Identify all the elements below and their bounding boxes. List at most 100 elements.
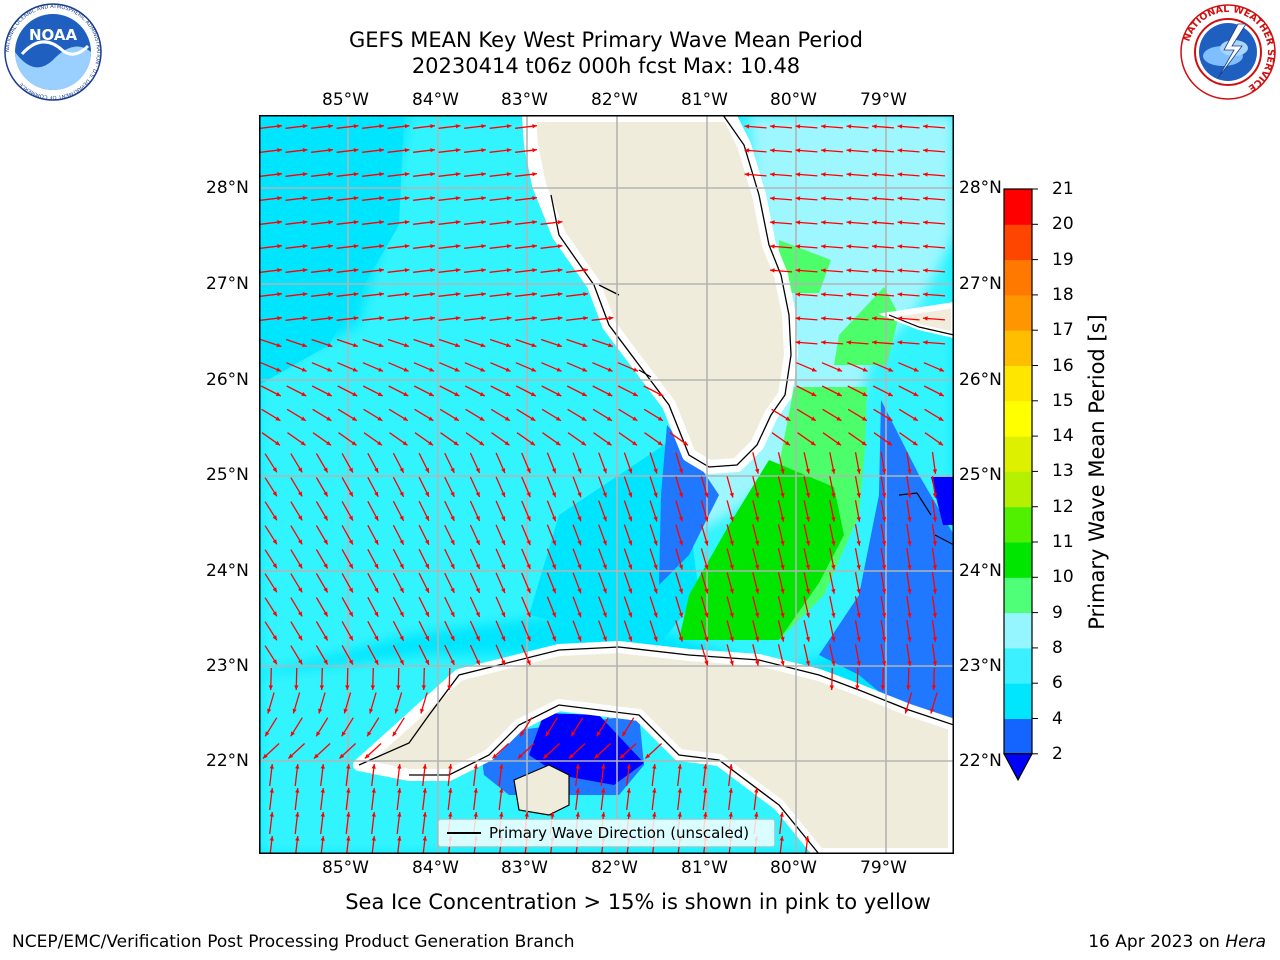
wave-arrow-head bbox=[846, 148, 852, 153]
wave-arrow-head bbox=[805, 836, 810, 841]
wave-arrow-head bbox=[455, 148, 461, 153]
wave-arrow-head bbox=[374, 491, 379, 497]
wave-arrow-head bbox=[532, 220, 537, 225]
wave-arrow-head bbox=[404, 172, 410, 177]
wave-arrow-head bbox=[744, 172, 750, 177]
map-legend: Primary Wave Direction (unscaled) bbox=[438, 819, 775, 847]
wave-arrow-head bbox=[678, 492, 683, 498]
wave-arrow-head bbox=[555, 441, 561, 446]
wave-arrow-head bbox=[504, 441, 510, 446]
wave-arrow-head bbox=[532, 148, 537, 153]
wave-arrow-head bbox=[923, 220, 928, 225]
wave-arrow-head bbox=[704, 660, 709, 666]
wave-arrow-head bbox=[348, 515, 353, 521]
wave-arrow-head bbox=[501, 612, 506, 618]
wave-arrow-head bbox=[582, 367, 588, 372]
colorbar-tick-label: 6 bbox=[1052, 673, 1063, 694]
wave-arrow-head bbox=[932, 469, 937, 474]
wave-arrow-head bbox=[475, 636, 480, 641]
wave-arrow-head bbox=[353, 268, 359, 273]
lon-label-bottom: 82°W bbox=[591, 858, 638, 878]
wave-arrow-head bbox=[298, 611, 303, 617]
wave-arrow-head bbox=[313, 753, 319, 759]
wave-arrow-head bbox=[425, 467, 429, 473]
wave-arrow-head bbox=[608, 343, 613, 348]
colorbar-tick-label: 19 bbox=[1052, 249, 1074, 270]
wave-arrow-head bbox=[399, 467, 404, 473]
band-lt2-cuba bbox=[529, 713, 644, 785]
lat-label-right: 25°N bbox=[959, 465, 1002, 485]
colorbar-tick-label: 17 bbox=[1052, 320, 1074, 341]
wave-arrow-head bbox=[351, 441, 357, 446]
wave-arrow-head bbox=[302, 343, 307, 348]
wave-arrow-head bbox=[377, 441, 382, 446]
wave-arrow-head bbox=[532, 292, 537, 297]
lat-label-left: 23°N bbox=[206, 656, 249, 676]
wave-arrow-head bbox=[374, 659, 379, 665]
wave-arrow-head bbox=[805, 636, 810, 642]
wave-arrow-head bbox=[295, 788, 300, 793]
wave-arrow-head bbox=[402, 416, 408, 421]
wave-arrow-head bbox=[352, 392, 358, 396]
wave-arrow-head bbox=[557, 316, 563, 321]
wave-arrow-head bbox=[343, 708, 348, 714]
wave-arrow-head bbox=[831, 588, 836, 594]
map-subtitle: 20230414 t06z 000h fcst Max: 10.48 bbox=[411, 54, 801, 78]
wave-arrow-head bbox=[353, 343, 358, 348]
wave-arrow-head bbox=[577, 492, 582, 498]
band-9-10-b bbox=[834, 287, 899, 365]
wave-arrow-head bbox=[430, 244, 435, 249]
wave-arrow-head bbox=[453, 441, 459, 446]
wave-arrow-head bbox=[455, 220, 461, 225]
lon-label-top: 80°W bbox=[770, 90, 817, 110]
wave-arrow-head bbox=[501, 660, 506, 666]
wave-arrow-head bbox=[399, 491, 404, 497]
wave-arrow-head bbox=[582, 343, 588, 348]
wave-arrow-head bbox=[272, 563, 277, 569]
wave-arrow-head bbox=[294, 685, 299, 690]
wave-arrow-head bbox=[353, 292, 359, 297]
wave-arrow-head bbox=[795, 124, 801, 129]
wave-arrow-head bbox=[277, 172, 282, 177]
wave-arrow-head bbox=[653, 564, 658, 570]
wave-arrow-head bbox=[907, 637, 912, 642]
wave-arrow-head bbox=[780, 636, 785, 642]
wave-arrow-head bbox=[425, 563, 429, 569]
wave-arrow-head bbox=[805, 588, 810, 594]
wave-arrow-head bbox=[881, 637, 887, 642]
wave-arrow-head bbox=[557, 268, 563, 273]
wave-arrow-head bbox=[272, 491, 277, 497]
wave-arrow-head bbox=[729, 492, 734, 498]
wave-arrow-head bbox=[348, 611, 353, 617]
wave-arrow-head bbox=[323, 563, 328, 569]
wave-arrow-head bbox=[755, 636, 760, 642]
wave-arrow-head bbox=[632, 392, 638, 396]
wave-arrow-head bbox=[506, 244, 512, 249]
wave-arrow-head bbox=[298, 467, 303, 473]
wave-arrow-head bbox=[272, 659, 277, 665]
wave-arrow-head bbox=[872, 124, 877, 129]
wave-arrow-head bbox=[302, 220, 308, 225]
colorbar-segment bbox=[1004, 683, 1032, 719]
wave-arrow-head bbox=[795, 268, 801, 273]
wave-arrow-head bbox=[327, 367, 333, 372]
wave-arrow-head bbox=[645, 753, 651, 759]
wave-arrow-head bbox=[475, 468, 480, 473]
wave-arrow-head bbox=[744, 124, 750, 129]
lat-label-left: 26°N bbox=[206, 370, 249, 390]
lat-label-right: 27°N bbox=[959, 274, 1002, 294]
wave-arrow-head bbox=[348, 587, 353, 593]
wave-arrow-head bbox=[923, 196, 928, 201]
wave-arrow-head bbox=[277, 124, 282, 129]
wave-arrow-head bbox=[678, 588, 683, 594]
wave-arrow-head bbox=[450, 635, 455, 641]
wave-arrow-head bbox=[327, 343, 333, 348]
wave-arrow-head bbox=[872, 340, 877, 345]
wave-arrow-head bbox=[729, 540, 734, 546]
wave-arrow-head bbox=[346, 812, 351, 817]
wave-arrow-head bbox=[425, 491, 429, 497]
colorbar-tick-label: 15 bbox=[1052, 390, 1074, 411]
wave-arrow-head bbox=[821, 220, 826, 225]
wave-arrow-head bbox=[450, 539, 455, 545]
wave-arrow-head bbox=[897, 124, 903, 129]
